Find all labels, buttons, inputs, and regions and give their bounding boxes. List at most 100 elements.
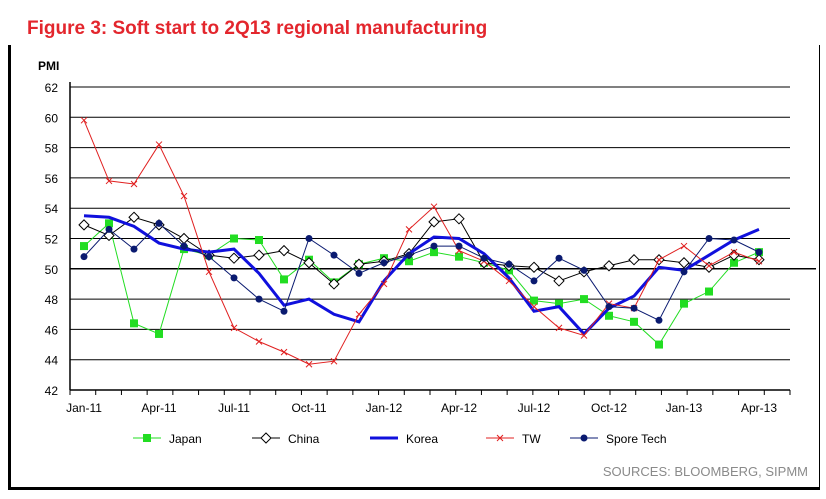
x-tick-label: Jul-12	[518, 401, 551, 415]
data-point	[405, 257, 413, 266]
data-point	[80, 253, 88, 261]
data-point	[628, 254, 640, 266]
data-point	[255, 338, 263, 345]
data-point	[480, 254, 488, 262]
data-point	[205, 268, 213, 276]
data-point	[180, 242, 188, 250]
legend-marker	[143, 434, 151, 442]
data-point	[580, 332, 588, 339]
data-point	[680, 268, 688, 276]
legend-marker	[580, 434, 588, 442]
data-point	[80, 242, 88, 251]
data-point	[280, 348, 288, 356]
data-point	[430, 248, 438, 257]
x-tick-label: Jul-11	[218, 401, 250, 415]
data-point	[155, 329, 163, 338]
data-point	[678, 257, 690, 269]
data-point	[605, 303, 613, 311]
y-tick-label: 42	[45, 384, 59, 398]
legend-item: Japan	[133, 432, 202, 446]
legend-label: Spore Tech	[606, 432, 667, 446]
data-point	[355, 269, 363, 277]
data-point	[530, 303, 538, 311]
data-point	[180, 192, 188, 200]
data-point	[228, 252, 240, 264]
legend-item: TW	[486, 432, 541, 446]
data-point	[330, 251, 338, 259]
series-korea	[83, 214, 760, 337]
y-tick-label: 58	[45, 142, 59, 156]
series-line	[83, 214, 760, 337]
x-tick-label: Apr-12	[441, 401, 477, 415]
data-point	[103, 229, 115, 242]
data-point	[430, 242, 438, 250]
data-point	[555, 299, 563, 308]
y-tick-label: 50	[45, 263, 59, 277]
series-spore-tech	[80, 219, 763, 324]
data-point	[155, 219, 163, 227]
data-point	[453, 213, 465, 225]
x-tick-label: Jan-11	[66, 401, 102, 415]
data-point	[105, 219, 113, 228]
legend-item: Spore Tech	[570, 432, 667, 446]
data-point	[130, 245, 138, 253]
data-point	[230, 274, 238, 282]
legend-label: China	[288, 432, 320, 446]
legend-marker	[496, 434, 504, 442]
legend-label: Japan	[169, 432, 202, 446]
data-point	[405, 251, 413, 259]
data-point	[755, 257, 763, 265]
data-point	[455, 242, 463, 250]
data-point	[705, 287, 713, 296]
data-point	[105, 225, 113, 233]
chart-frame	[8, 45, 820, 490]
legend-label: TW	[522, 432, 541, 446]
y-tick-label: 46	[45, 323, 59, 337]
data-point	[280, 307, 288, 315]
data-point	[730, 248, 738, 256]
data-point	[78, 219, 90, 231]
data-point	[655, 316, 663, 324]
data-point	[205, 253, 213, 261]
data-point	[305, 235, 313, 242]
data-point	[505, 277, 513, 285]
data-point	[680, 299, 688, 308]
series-line	[83, 222, 760, 321]
y-tick-label: 48	[45, 293, 59, 307]
series-line	[83, 120, 760, 365]
data-point	[353, 258, 365, 270]
data-point	[230, 234, 238, 243]
data-point	[230, 324, 238, 332]
x-tick-label: Oct-11	[291, 401, 326, 415]
data-point	[655, 340, 663, 349]
data-point	[305, 360, 313, 368]
data-point	[605, 311, 613, 320]
legend-label: Korea	[406, 432, 438, 446]
data-point	[630, 304, 638, 312]
data-point	[553, 275, 565, 287]
data-point	[253, 249, 265, 261]
data-point	[303, 257, 315, 269]
data-point	[753, 254, 765, 266]
y-tick-label: 54	[45, 202, 59, 216]
data-point	[730, 236, 738, 244]
data-point	[530, 296, 538, 305]
data-point	[280, 275, 288, 284]
data-point	[505, 260, 513, 268]
data-point	[530, 277, 538, 285]
data-point	[603, 260, 615, 272]
data-point	[655, 256, 663, 264]
series-tw	[80, 116, 763, 368]
data-point	[705, 235, 713, 242]
x-tick-label: Apr-11	[141, 401, 176, 415]
legend-marker	[260, 432, 272, 444]
legend-item: China	[252, 432, 320, 446]
data-point	[255, 236, 263, 245]
data-point	[630, 317, 638, 326]
data-point	[755, 248, 763, 256]
x-tick-label: Jan-12	[366, 401, 403, 415]
data-point	[428, 216, 440, 228]
data-point	[155, 141, 163, 148]
series-china	[78, 211, 765, 290]
